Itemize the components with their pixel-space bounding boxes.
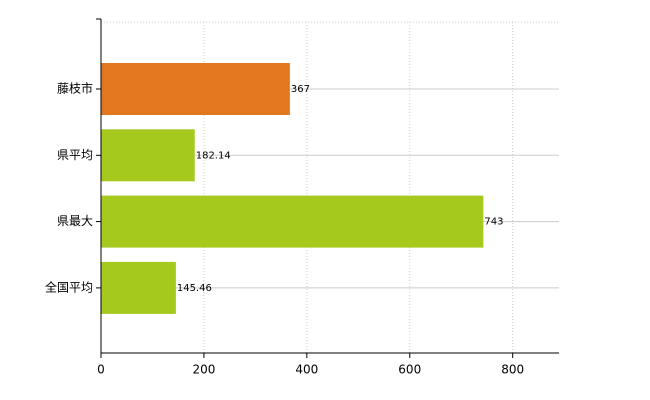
value-label: 145.46 [177, 283, 212, 294]
bar [101, 261, 176, 314]
x-tick-label: 200 [192, 363, 215, 377]
x-tick-label: 400 [295, 363, 318, 377]
value-label: 182.14 [196, 150, 231, 161]
x-tick-label: 0 [97, 363, 105, 377]
y-tick-label: 県最大 [57, 214, 93, 228]
x-tick-label: 600 [398, 363, 421, 377]
y-tick-label: 県平均 [57, 148, 93, 162]
bar [101, 63, 290, 115]
y-tick-label: 全国平均 [45, 279, 93, 294]
value-label: 743 [484, 217, 503, 228]
y-tick-label: 藤枝市 [57, 81, 93, 96]
bar [101, 195, 484, 248]
x-tick-label: 800 [501, 363, 524, 377]
value-label: 367 [291, 84, 310, 95]
bar [101, 129, 195, 182]
